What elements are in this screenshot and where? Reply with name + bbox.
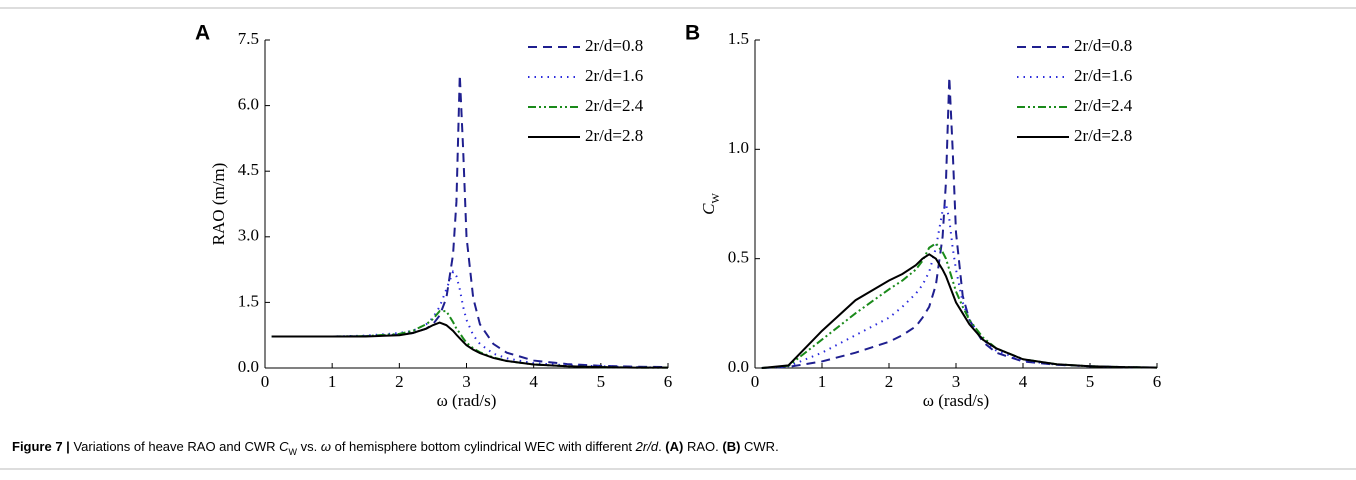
x-tick-label: 3 <box>462 372 471 391</box>
x-tick-label: 0 <box>261 372 270 391</box>
series-line <box>761 77 1158 369</box>
caption-part: (B) <box>722 439 740 454</box>
caption-part: . <box>658 439 665 454</box>
y-axis-label: RAO (m/m) <box>209 163 228 246</box>
x-tick-label: 0 <box>751 372 760 391</box>
legend-label: 2r/d=0.8 <box>585 36 643 55</box>
y-axis-label-text: RAO (m/m) <box>209 163 228 246</box>
x-tick-label: 1 <box>818 372 827 391</box>
y-axis-label: CW <box>699 193 722 215</box>
x-tick-label: 2 <box>395 372 404 391</box>
y-tick-label: 6.0 <box>238 95 259 114</box>
legend-label: 2r/d=1.6 <box>585 66 643 85</box>
y-tick-label: 0.5 <box>728 248 749 267</box>
x-tick-label: 6 <box>664 372 673 391</box>
caption-part: ω <box>321 439 331 454</box>
y-tick-label: 1.5 <box>728 29 749 48</box>
y-tick-label: 7.5 <box>238 29 259 48</box>
caption-part: Variations of heave RAO and CWR <box>70 439 279 454</box>
caption-part: W <box>289 447 298 457</box>
x-tick-label: 5 <box>597 372 606 391</box>
caption-part: CWR. <box>740 439 778 454</box>
x-tick-label: 2 <box>885 372 894 391</box>
legend-label: 2r/d=1.6 <box>1074 66 1132 85</box>
caption-part: RAO. <box>683 439 722 454</box>
legend-label: 2r/d=2.4 <box>585 96 644 115</box>
caption-part: of hemisphere bottom cylindrical WEC wit… <box>331 439 636 454</box>
caption: Figure 7 | Variations of heave RAO and C… <box>12 439 779 457</box>
y-tick-label: 3.0 <box>238 226 259 245</box>
x-tick-label: 5 <box>1086 372 1095 391</box>
caption-part: (A) <box>665 439 683 454</box>
legend-label: 2r/d=2.4 <box>1074 96 1133 115</box>
caption-part: 2r/d <box>635 439 659 454</box>
x-tick-label: 3 <box>952 372 961 391</box>
x-tick-label: 4 <box>1019 372 1028 391</box>
legend-label: 2r/d=2.8 <box>1074 126 1132 145</box>
y-tick-label: 1.0 <box>728 138 749 157</box>
x-axis-label: ω (rasd/s) <box>923 391 989 410</box>
y-axis-label-text: C <box>699 203 718 215</box>
panel-label: B <box>685 22 700 45</box>
x-tick-label: 6 <box>1153 372 1162 391</box>
series-line <box>271 269 669 369</box>
caption-part: Figure 7 | <box>12 439 70 454</box>
series-line <box>271 321 668 369</box>
series-line <box>761 253 1158 369</box>
series-line <box>271 74 669 369</box>
legend-label: 2r/d=2.8 <box>585 126 643 145</box>
series-line <box>761 201 1158 369</box>
series-line <box>271 310 668 369</box>
y-tick-label: 4.5 <box>238 160 259 179</box>
y-axis-label-sub: W <box>710 193 722 204</box>
y-tick-label: 1.5 <box>238 291 259 310</box>
caption-part: vs. <box>297 439 321 454</box>
caption-part: C <box>279 439 289 454</box>
y-tick-label: 0.0 <box>238 357 259 376</box>
x-tick-label: 1 <box>328 372 337 391</box>
legend-label: 2r/d=0.8 <box>1074 36 1132 55</box>
y-tick-label: 0.0 <box>728 357 749 376</box>
x-axis-label: ω (rad/s) <box>437 391 497 410</box>
x-tick-label: 4 <box>529 372 538 391</box>
panel-label: A <box>195 22 210 45</box>
